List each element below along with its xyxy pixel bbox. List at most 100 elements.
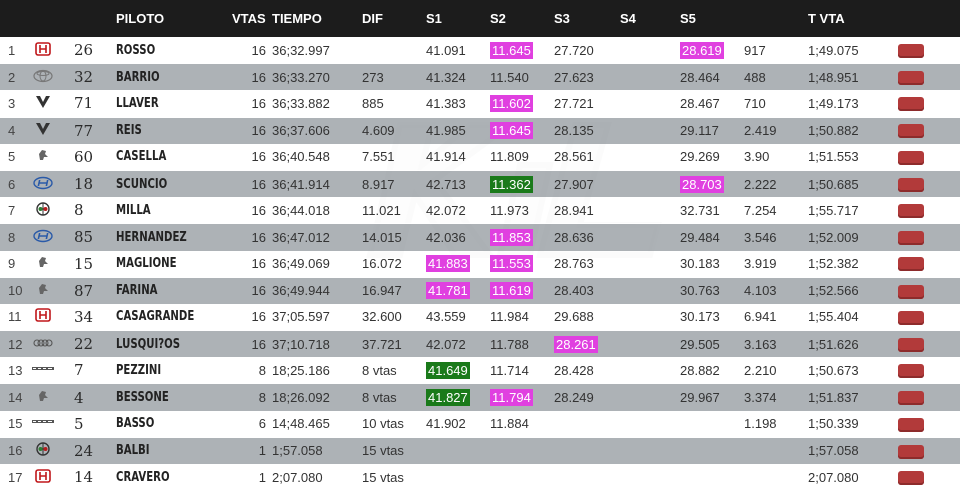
car-number-cell: 8 xyxy=(74,201,84,220)
row-detail-button[interactable] xyxy=(898,284,924,299)
tvta-cell: 1;52.009 xyxy=(808,223,898,251)
col-vtas: VTAS xyxy=(232,11,266,26)
gap-cell: 3.546 xyxy=(744,223,808,251)
tvta-cell: 1;48.951 xyxy=(808,63,898,91)
best-sector-s2: 11.619 xyxy=(490,282,533,300)
tiempo-cell: 36;41.914 xyxy=(272,169,362,198)
s3-cell xyxy=(554,411,620,438)
row-detail-button[interactable] xyxy=(898,71,924,86)
row-detail-button[interactable] xyxy=(898,310,924,325)
table-row: 13 7 PEZZINI 8 18;25.186 8 vtas 41.649 11.714 28… xyxy=(0,357,960,384)
laps-cell: 1 xyxy=(258,469,266,485)
col-s1: S1 xyxy=(426,11,442,26)
row-detail-button[interactable] xyxy=(898,124,924,139)
tiempo-cell: 14;48.465 xyxy=(272,416,330,432)
car-number-cell: 14 xyxy=(74,468,94,487)
s1-cell: 41.985 xyxy=(426,116,490,144)
position-cell: 9 xyxy=(8,256,16,272)
best-overall-s1: 41.827 xyxy=(426,389,470,407)
driver-name-cell: HERNANDEZ xyxy=(116,223,207,251)
position-cell: 12 xyxy=(0,330,32,358)
row-detail-button[interactable] xyxy=(898,43,924,58)
col-tvta: T VTA xyxy=(808,11,845,26)
row-action-cell xyxy=(898,116,960,144)
row-action-cell xyxy=(898,304,960,331)
row-action-cell xyxy=(898,383,960,411)
col-s4: S4 xyxy=(620,11,636,26)
dif-cell: 8 vtas xyxy=(362,362,397,378)
tiempo-cell: 18;26.092 xyxy=(272,383,362,411)
gap-cell: 6.941 xyxy=(744,309,777,325)
car-number-cell: 32 xyxy=(74,63,116,91)
col-dif: DIF xyxy=(362,11,383,26)
row-detail-button[interactable] xyxy=(898,417,924,432)
row-detail-button[interactable] xyxy=(898,231,924,246)
position-cell: 4 xyxy=(0,116,32,144)
table-row: 8 85 HERNANDEZ 16 36;47.012 14.015 42.036 11.85… xyxy=(0,223,960,251)
s4-cell xyxy=(620,223,680,251)
col-s3: S3 xyxy=(554,11,570,26)
laps-cell: 16 xyxy=(251,95,266,111)
table-row: 7 8 MILLA 16 36;44.018 11.021 42.072 11.973 28.9… xyxy=(0,197,960,224)
position-cell: 2 xyxy=(0,63,32,91)
s4-cell xyxy=(620,144,680,171)
row-detail-button[interactable] xyxy=(898,391,924,406)
row-detail-button[interactable] xyxy=(898,97,924,112)
position-cell: 16 xyxy=(0,436,32,464)
cupra-icon xyxy=(32,90,74,117)
car-number-cell: 22 xyxy=(74,330,116,358)
s1-cell: 41.827 xyxy=(426,383,490,411)
best-sector-s3: 28.261 xyxy=(554,335,598,353)
tvta-cell: 1;52.566 xyxy=(808,276,898,304)
gap-cell: 710 xyxy=(744,95,766,111)
car-number-cell: 77 xyxy=(74,116,116,144)
s4-cell xyxy=(620,169,680,198)
best-sector-s2: 11.794 xyxy=(490,389,533,407)
hyundai-icon xyxy=(32,169,74,198)
row-detail-button[interactable] xyxy=(898,444,924,459)
gap-cell: 7.254 xyxy=(744,202,777,218)
table-row: 1 26 ROSSO 16 36;32.997 41.091 11.645 27.720 28.… xyxy=(0,37,960,64)
row-detail-button[interactable] xyxy=(898,150,924,165)
row-detail-button[interactable] xyxy=(898,364,924,379)
s5-cell: 30.763 xyxy=(680,276,744,304)
table-row: 17 14 CRAVERO 1 2;07.080 15 vtas 2;07.080 xyxy=(0,464,960,491)
position-cell: 7 xyxy=(8,202,16,218)
row-action-cell xyxy=(898,197,960,224)
s5-cell xyxy=(680,436,744,464)
row-detail-button[interactable] xyxy=(898,471,924,486)
laps-cell: 16 xyxy=(232,116,272,144)
row-detail-button[interactable] xyxy=(898,337,924,352)
driver-name-cell: BASSO xyxy=(116,416,155,432)
s5-cell: 28.464 xyxy=(680,63,744,91)
best-overall-s1: 41.649 xyxy=(426,361,470,379)
table-row: 2 32 BARRIO 16 36;33.270 273 41.324 11.540 27.62… xyxy=(0,63,960,91)
row-detail-button[interactable] xyxy=(898,204,924,218)
s4-cell xyxy=(620,276,680,304)
s1-cell xyxy=(426,464,490,491)
row-action-cell xyxy=(898,411,960,438)
gap-cell xyxy=(744,464,808,491)
row-detail-button[interactable] xyxy=(898,257,924,272)
tvta-cell: 1;50.882 xyxy=(808,116,898,144)
gap-cell: 2.210 xyxy=(744,362,777,378)
table-header: PILOTO VTAS TIEMPO DIF S1 S2 S3 S4 S5 T … xyxy=(0,0,960,37)
driver-name-cell: PEZZINI xyxy=(116,362,162,378)
row-detail-button[interactable] xyxy=(898,177,924,192)
col-tiempo: TIEMPO xyxy=(272,11,322,26)
row-action-cell xyxy=(898,357,960,384)
s5-cell: 28.467 xyxy=(680,95,720,111)
tiempo-cell: 36;33.882 xyxy=(272,95,330,111)
driver-name-cell: MILLA xyxy=(116,202,151,218)
table-row: 4 77 REIS 16 36;37.606 4.609 41.985 11.645 28.13… xyxy=(0,116,960,144)
driver-name-cell: REIS xyxy=(116,116,207,144)
s2-cell xyxy=(490,436,554,464)
s3-cell xyxy=(554,436,620,464)
gap-cell: 2.222 xyxy=(744,169,808,198)
table-row: 11 34 CASAGRANDE 16 37;05.597 32.600 43.559 11.… xyxy=(0,303,960,331)
dif-cell: 8.917 xyxy=(362,169,426,198)
s4-cell xyxy=(620,90,680,117)
row-action-cell xyxy=(898,169,960,198)
s2-cell: 11.884 xyxy=(490,416,529,432)
